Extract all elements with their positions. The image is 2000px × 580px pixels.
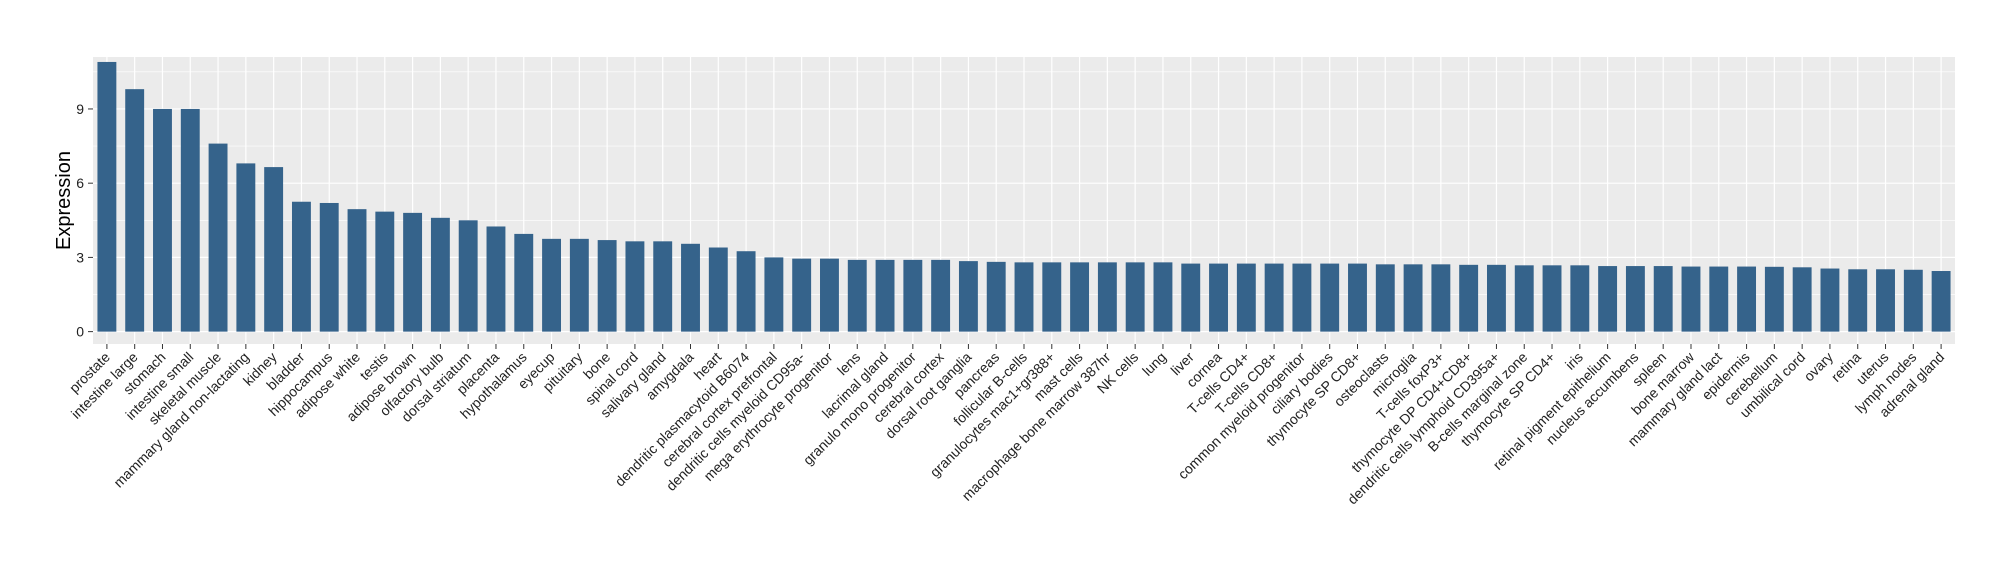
bar-retinal-pigment-epithelium	[1598, 266, 1618, 332]
bar-bone	[597, 240, 617, 332]
bar-mega-erythrocyte-progenitor	[820, 258, 839, 332]
bar-amygdala	[681, 243, 700, 332]
bar-nk-cells	[1125, 262, 1145, 332]
bar-ciliary-bodies	[1320, 263, 1340, 332]
bar-b-cells-marginal-zone	[1514, 265, 1534, 332]
bar-t-cells-cd8-	[1264, 263, 1284, 332]
bar-spinal-cord	[625, 241, 645, 332]
bar-uterus	[1876, 269, 1895, 332]
bar-spleen	[1653, 266, 1673, 332]
bar-adipose-white	[347, 209, 367, 332]
bar-placenta	[486, 226, 506, 332]
bar-mast-cells	[1070, 262, 1090, 332]
bar-ovary	[1820, 268, 1840, 332]
bar-kidney	[264, 167, 284, 332]
bar-intestine-small	[180, 108, 200, 332]
bar-mammary-gland-lact	[1709, 266, 1729, 332]
bar-cerebellum	[1764, 266, 1784, 332]
bar-dendritic-plasmacytoid-b6074	[736, 251, 756, 332]
bar-dorsal-striatum	[458, 220, 478, 332]
bar-testis	[375, 211, 395, 332]
bar-salivary-gland	[653, 241, 673, 332]
bar-granulo-mono-progenitor	[903, 259, 923, 332]
bar-heart	[708, 247, 728, 332]
bar-bladder	[291, 201, 311, 332]
bar-pancreas	[986, 261, 1006, 332]
bar-eyecup	[542, 238, 562, 332]
bar-dendritic-cells-myeloid-cd95a-	[792, 258, 812, 332]
bar-retina	[1848, 269, 1868, 332]
bar-stomach	[153, 108, 172, 332]
bar-dendritic-cells-lymphoid-cd395a-	[1486, 264, 1506, 332]
bar-granulocytes-mac1-gr388-	[1042, 262, 1062, 332]
bar-macrophage-bone-marrow-387hr	[1097, 262, 1117, 332]
bar-lung	[1153, 262, 1173, 332]
bar-intestine-large	[125, 89, 145, 332]
bar-epidermis	[1737, 266, 1757, 332]
y-tick-label: 0	[76, 324, 84, 340]
bar-adipose-brown	[403, 212, 423, 332]
bar-cerebral-cortex	[931, 259, 951, 332]
bars-group	[97, 61, 1951, 332]
bar-skeletal-muscle	[208, 143, 228, 332]
bar-follicular-b-cells	[1014, 262, 1034, 332]
bar-nucleus-accumbens	[1625, 266, 1645, 332]
bar-lymph-nodes	[1903, 269, 1923, 332]
bar-hippocampus	[319, 202, 339, 332]
bar-mammary-gland-non-lactating	[236, 163, 256, 332]
bar-liver	[1181, 263, 1201, 332]
bar-olfactory-bulb	[430, 217, 450, 332]
bar-hypothalamus	[514, 233, 534, 332]
bar-pituitary	[569, 238, 589, 332]
y-axis-title: Expression	[53, 151, 75, 250]
x-tick-label: lung	[1139, 349, 1169, 379]
bar-cerebral-cortex-prefrontal	[764, 257, 784, 332]
bar-umbilical-cord	[1792, 267, 1812, 332]
bar-iris	[1570, 265, 1590, 332]
bar-cornea	[1209, 263, 1228, 332]
y-tick-label: 9	[76, 101, 84, 117]
bar-microglia	[1403, 264, 1423, 332]
bar-dorsal-root-ganglia	[958, 261, 978, 332]
bar-osteoclasts	[1375, 264, 1395, 332]
bar-adrenal-gland	[1931, 271, 1951, 332]
y-tick-label: 3	[76, 249, 84, 265]
bar-prostate	[97, 61, 117, 332]
bar-thymocyte-dp-cd4-cd8-	[1459, 264, 1479, 332]
bar-common-myeloid-progenitor	[1292, 263, 1312, 332]
bar-lacrimal-gland	[875, 259, 895, 332]
y-tick-label: 6	[76, 175, 84, 191]
bar-t-cells-cd4-	[1236, 263, 1256, 332]
bar-t-cells-foxp3-	[1431, 264, 1451, 332]
x-tick-label: ovary	[1801, 349, 1837, 385]
bar-thymocyte-sp-cd8-	[1348, 263, 1367, 332]
bar-thymocyte-sp-cd4-	[1542, 265, 1562, 332]
bar-bone-marrow	[1681, 266, 1701, 332]
bar-lens	[847, 259, 867, 332]
y-axis-ticks: 0 3 6 9	[76, 101, 93, 340]
